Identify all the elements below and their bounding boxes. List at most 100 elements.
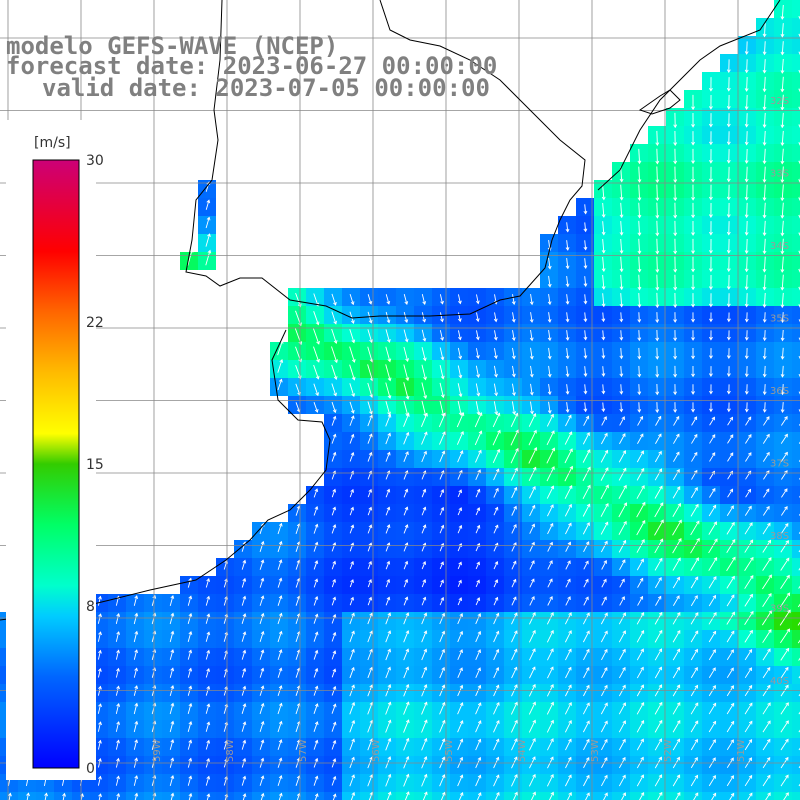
wind-arrow-head xyxy=(369,774,374,778)
wind-arrow xyxy=(690,595,698,607)
wind-arrow-head xyxy=(621,578,625,583)
wind-arrow xyxy=(619,433,626,445)
wind-arrow xyxy=(618,630,626,643)
wind-arrow-head xyxy=(567,541,572,546)
wind-arrow xyxy=(746,148,748,164)
wind-cell xyxy=(648,792,666,800)
wind-arrow-head xyxy=(314,721,319,726)
wind-arrow xyxy=(511,524,517,534)
wind-arrow xyxy=(439,543,444,552)
wind-cell xyxy=(270,792,288,800)
wind-arrow xyxy=(457,347,462,359)
wind-arrow xyxy=(638,384,640,395)
wind-arrow-head xyxy=(748,452,752,456)
wind-arrow xyxy=(582,504,590,517)
wind-arrow xyxy=(744,667,752,679)
wind-arrow-head xyxy=(744,232,749,236)
wind-arrow-head xyxy=(387,358,392,363)
wind-arrow-head xyxy=(550,701,554,706)
wind-arrow-head xyxy=(458,355,463,360)
wind-arrow xyxy=(584,402,587,412)
wind-arrow-head xyxy=(206,199,211,204)
wind-arrow-head xyxy=(405,612,410,617)
wind-arrow-head xyxy=(604,449,609,454)
wind-arrow xyxy=(656,130,658,146)
wind-arrow xyxy=(745,452,752,462)
wind-arrow xyxy=(583,775,590,787)
wind-arrow-head xyxy=(762,319,767,323)
wind-arrow-head xyxy=(260,649,265,654)
wind-arrow-head xyxy=(726,159,731,164)
wind-arrow-head xyxy=(477,702,482,707)
wind-arrow xyxy=(187,668,192,678)
wind-arrow-head xyxy=(565,355,570,360)
wind-arrow xyxy=(744,775,753,787)
wind-arrow-head xyxy=(726,250,731,254)
wind-arrow xyxy=(764,23,766,37)
wind-arrow-head xyxy=(568,503,572,508)
wind-arrow-head xyxy=(785,540,789,544)
wind-arrow-head xyxy=(278,775,283,779)
wind-arrow xyxy=(133,613,138,625)
wind-arrow xyxy=(546,485,554,499)
wind-arrow-head xyxy=(655,319,660,324)
wind-arrow xyxy=(654,774,662,787)
wind-arrow-head xyxy=(98,775,102,780)
wind-arrow-head xyxy=(744,69,749,74)
wind-arrow-head xyxy=(565,228,570,233)
wind-arrow-head xyxy=(583,408,588,413)
wind-arrow xyxy=(511,561,517,570)
wind-arrow-head xyxy=(798,179,800,183)
wind-arrow xyxy=(205,703,210,714)
wind-arrow xyxy=(726,557,736,572)
wind-arrow xyxy=(584,240,587,250)
wind-arrow-head xyxy=(460,412,465,416)
wind-arrow-head xyxy=(134,630,139,635)
wind-arrow-head xyxy=(601,268,606,273)
wind-arrow-head xyxy=(729,470,733,475)
wind-arrow-head xyxy=(673,304,678,308)
wind-arrow xyxy=(313,524,318,534)
wind-arrow-head xyxy=(694,738,698,743)
wind-arrow-head xyxy=(568,774,572,779)
wind-arrow-head xyxy=(550,719,554,724)
wind-arrow-head xyxy=(744,303,749,308)
wind-arrow-head xyxy=(731,575,735,580)
wind-arrow-head xyxy=(206,685,211,690)
wind-arrow xyxy=(690,667,698,679)
wind-arrow xyxy=(80,793,83,800)
wind-arrow xyxy=(421,543,426,552)
wind-arrow-head xyxy=(441,701,446,706)
wind-arrow xyxy=(637,578,644,588)
wind-arrow-head xyxy=(713,576,717,580)
wind-arrow xyxy=(493,543,499,552)
wind-arrow-head xyxy=(583,336,588,341)
wind-arrow xyxy=(672,738,680,751)
wind-arrow-head xyxy=(676,774,681,779)
wind-cell xyxy=(792,756,800,774)
wind-arrow-head xyxy=(423,450,428,455)
wind-arrow xyxy=(133,649,138,660)
wind-arrow-head xyxy=(260,612,265,617)
wind-arrow xyxy=(600,484,609,500)
wind-arrow xyxy=(385,702,391,715)
wind-arrow-head xyxy=(658,468,663,473)
wind-arrow xyxy=(746,113,748,127)
wind-arrow xyxy=(151,703,156,715)
wind-arrow-head xyxy=(621,559,626,564)
wind-arrow xyxy=(493,774,500,787)
wind-cell xyxy=(792,558,800,576)
wind-arrow xyxy=(349,739,355,751)
wind-arrow xyxy=(457,525,462,534)
wind-arrow xyxy=(619,559,626,570)
wind-arrow-head xyxy=(749,575,754,579)
wind-arrow-head xyxy=(678,537,682,542)
wind-arrow-head xyxy=(206,613,211,618)
wind-arrow-head xyxy=(567,578,571,583)
wind-arrow-head xyxy=(188,775,193,780)
wind-arrow xyxy=(97,632,102,642)
wind-arrow-head xyxy=(206,216,211,221)
wind-arrow xyxy=(421,432,428,445)
wind-arrow xyxy=(583,667,590,679)
wind-arrow-head xyxy=(405,773,410,778)
